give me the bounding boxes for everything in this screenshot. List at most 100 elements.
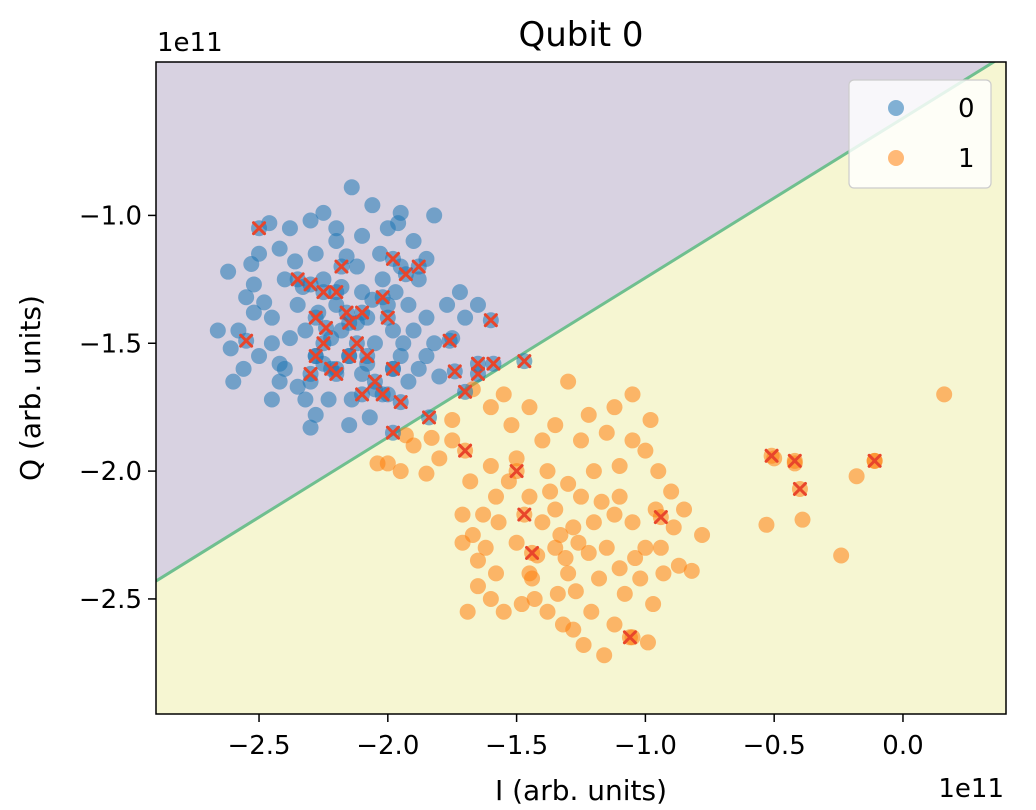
series-1-point <box>495 603 512 620</box>
series-1-point <box>683 562 700 579</box>
series-0-point <box>400 296 417 313</box>
series-1-point <box>794 511 811 528</box>
series-1-point <box>670 557 687 574</box>
series-0-point <box>348 258 365 275</box>
series-0-point <box>245 276 262 293</box>
series-0-point <box>315 271 332 288</box>
y-tick-label: −1.5 <box>79 329 142 359</box>
series-0-misclassified-marker <box>338 304 355 321</box>
series-1-point <box>758 516 775 533</box>
series-1-point <box>655 565 672 582</box>
series-0-point <box>431 368 448 385</box>
series-1-point <box>573 488 589 505</box>
series-0-misclassified-marker <box>384 424 401 441</box>
series-1-point <box>585 463 602 480</box>
series-0-misclassified-marker <box>457 383 474 400</box>
series-1-point <box>606 399 623 416</box>
series-1-misclassified-marker <box>763 447 780 464</box>
series-1-point <box>639 634 656 651</box>
series-1-misclassified-marker <box>652 509 669 526</box>
series-0-point <box>366 335 383 352</box>
legend-marker-0 <box>888 100 904 116</box>
decision-region-1 <box>156 62 1006 714</box>
series-0-point <box>392 348 409 365</box>
series-1-misclassified-marker <box>516 506 533 523</box>
series-1-point <box>418 465 435 482</box>
series-1-point <box>665 519 682 536</box>
series-0-point <box>384 322 401 339</box>
series-1-point <box>454 534 471 551</box>
series-1-point <box>624 432 641 449</box>
series-0-misclassified-marker <box>354 386 371 403</box>
series-0-point <box>341 417 358 434</box>
series-1-point <box>444 432 461 449</box>
series-1-point <box>676 501 693 518</box>
series-0-point <box>256 294 273 311</box>
series-0-point <box>297 391 314 408</box>
series-1-point <box>469 552 486 569</box>
series-0-point <box>297 322 314 339</box>
series-1-point <box>848 468 865 485</box>
series-1-point <box>936 386 953 403</box>
series-1-point <box>482 457 499 474</box>
series-0-point <box>281 220 298 237</box>
series-1-point <box>580 544 597 561</box>
x-offset-label: 1e11 <box>938 774 1004 804</box>
series-0-misclassified-marker <box>366 373 383 390</box>
series-1-point <box>833 547 850 564</box>
series-0-misclassified-marker <box>238 332 255 349</box>
series-1-point <box>423 429 440 446</box>
series-1-point <box>534 514 551 531</box>
series-0-point <box>364 197 381 214</box>
legend-label-1: 1 <box>958 144 975 174</box>
series-0-point <box>271 373 288 390</box>
series-1-point <box>583 603 600 620</box>
series-0-point <box>390 215 407 232</box>
series-0-point <box>343 179 360 196</box>
series-1-point <box>495 386 512 403</box>
series-0-point <box>209 322 226 339</box>
series-0-point <box>245 304 262 321</box>
series-1-point <box>598 539 615 556</box>
series-0-point <box>238 289 255 306</box>
series-1-point <box>392 463 409 480</box>
series-0-point <box>281 330 298 347</box>
series-1-point <box>565 519 582 536</box>
series-1-point <box>573 432 589 449</box>
x-tick-label: −0.5 <box>743 731 806 761</box>
x-tick-label: −2.0 <box>356 731 419 761</box>
series-1-point <box>521 399 538 416</box>
series-1-point <box>567 583 584 600</box>
series-1-point <box>642 411 659 428</box>
series-0-point <box>289 296 306 313</box>
series-1-point <box>503 417 520 434</box>
series-0-misclassified-marker <box>251 220 268 237</box>
series-1-point <box>560 373 577 390</box>
series-1-point <box>606 506 623 523</box>
series-0-point <box>395 335 412 352</box>
series-1-point <box>560 565 577 582</box>
plot-area <box>156 62 1006 714</box>
series-0-misclassified-marker <box>289 271 306 288</box>
series-0-point <box>405 232 422 249</box>
series-0-point <box>418 309 435 326</box>
series-1-misclassified-marker <box>457 442 474 459</box>
series-1-point <box>580 406 597 423</box>
series-0-point <box>400 373 417 390</box>
series-1-point <box>606 616 623 633</box>
series-1-point <box>593 493 610 510</box>
series-1-point <box>542 483 559 500</box>
series-1-point <box>637 442 654 459</box>
series-1-point <box>462 473 479 490</box>
series-1-point <box>611 488 628 505</box>
series-0-misclassified-marker <box>469 355 486 372</box>
series-0-point <box>220 263 237 280</box>
series-1-point <box>397 427 414 444</box>
series-0-point <box>302 419 319 436</box>
series-0-misclassified-marker <box>307 348 324 365</box>
series-0-point <box>235 360 252 377</box>
series-1-point <box>650 463 667 480</box>
series-0-misclassified-marker <box>374 386 391 403</box>
series-0-misclassified-marker <box>354 304 371 321</box>
series-0-point <box>263 309 280 326</box>
